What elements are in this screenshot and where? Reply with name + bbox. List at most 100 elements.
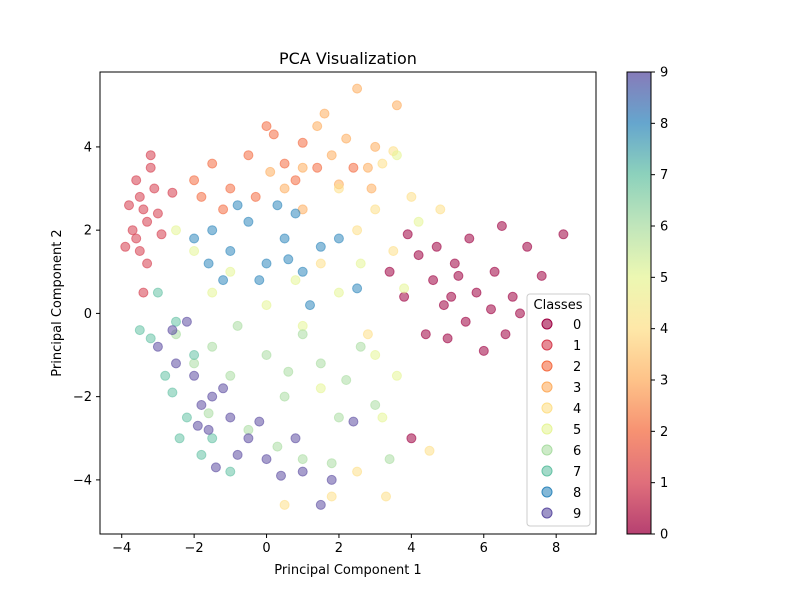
point-class-4 <box>352 225 363 236</box>
y-tick-label: 4 <box>84 140 92 155</box>
point-class-6 <box>279 391 290 402</box>
point-class-4 <box>435 204 446 215</box>
point-class-9 <box>290 433 301 444</box>
point-class-8 <box>232 200 243 211</box>
legend-label-6: 6 <box>573 444 581 459</box>
plot-frame <box>99 71 597 535</box>
y-tick-label: −2 <box>73 390 92 405</box>
x-tick-label: 0 <box>262 541 270 556</box>
point-class-0 <box>442 333 453 344</box>
point-class-2 <box>268 129 279 140</box>
point-class-7 <box>160 370 171 381</box>
legend-marker-9 <box>541 507 553 519</box>
point-class-2 <box>348 162 359 173</box>
point-class-6 <box>341 375 352 385</box>
point-class-5 <box>290 275 301 286</box>
legend-marker-2 <box>541 360 553 372</box>
point-class-9 <box>348 416 359 427</box>
point-class-6 <box>355 341 366 352</box>
point-class-7 <box>171 316 181 327</box>
point-class-8 <box>218 275 229 286</box>
point-class-0 <box>558 229 569 240</box>
point-class-0 <box>489 266 500 277</box>
point-class-0 <box>536 270 547 281</box>
point-class-9 <box>232 449 243 460</box>
point-class-8 <box>203 258 214 269</box>
point-class-6 <box>370 400 381 410</box>
point-class-0 <box>507 291 518 302</box>
legend-label-4: 4 <box>573 402 581 417</box>
legend-label-1: 1 <box>573 339 581 354</box>
point-class-3 <box>362 162 373 173</box>
x-tick-label: −4 <box>112 541 131 556</box>
point-class-1 <box>127 225 138 236</box>
point-class-4 <box>362 329 373 340</box>
point-class-4 <box>388 246 399 256</box>
point-class-5 <box>297 320 308 331</box>
point-class-6 <box>326 458 337 469</box>
point-class-4 <box>406 191 417 202</box>
point-class-6 <box>283 366 294 377</box>
scatter-points <box>120 83 569 510</box>
point-class-9 <box>171 358 181 369</box>
legend-marker-6 <box>541 444 553 456</box>
point-class-9 <box>196 400 207 410</box>
point-class-9 <box>315 499 326 510</box>
point-class-1 <box>134 246 145 256</box>
point-class-5 <box>207 287 218 298</box>
point-class-0 <box>500 329 511 340</box>
point-class-2 <box>290 175 301 186</box>
point-class-3 <box>297 162 308 173</box>
point-class-9 <box>203 424 214 435</box>
point-class-0 <box>399 291 410 302</box>
legend-marker-3 <box>541 381 553 393</box>
legend-marker-4 <box>541 402 553 414</box>
point-class-5 <box>189 246 200 256</box>
colorbar-tick-label: 2 <box>660 425 668 440</box>
point-class-8 <box>189 233 200 244</box>
point-class-3 <box>312 121 323 132</box>
point-class-4 <box>333 183 344 194</box>
legend-label-7: 7 <box>573 465 581 480</box>
point-class-3 <box>370 141 381 152</box>
x-tick-label: 6 <box>480 541 488 556</box>
point-class-0 <box>449 258 460 269</box>
point-class-8 <box>243 216 254 227</box>
legend-title: Classes <box>534 298 583 313</box>
legend-label-8: 8 <box>573 486 581 501</box>
point-class-1 <box>149 183 160 194</box>
x-tick-label: 2 <box>335 541 343 556</box>
legend-label-0: 0 <box>573 318 581 333</box>
colorbar-tick-label: 4 <box>660 322 668 337</box>
colorbar: 0 1 2 3 4 5 6 7 8 9 <box>626 66 668 543</box>
point-class-8 <box>225 246 236 256</box>
y-tick-label: −4 <box>73 473 92 488</box>
point-class-3 <box>265 166 276 177</box>
x-axis-ticks: −4 −2 0 2 4 6 8 <box>112 534 560 556</box>
point-class-6 <box>333 412 344 423</box>
legend: Classes 0 1 2 3 4 5 6 7 8 9 <box>526 293 591 527</box>
legend-marker-5 <box>541 423 553 435</box>
x-tick-label: −2 <box>185 541 204 556</box>
point-class-0 <box>453 270 464 281</box>
point-class-2 <box>312 162 323 173</box>
point-class-8 <box>261 258 272 269</box>
legend-marker-0 <box>541 318 553 330</box>
legend-label-5: 5 <box>573 423 581 438</box>
point-class-0 <box>460 316 471 327</box>
point-class-7 <box>225 466 236 477</box>
colorbar-tick-label: 9 <box>660 66 668 81</box>
point-class-0 <box>438 300 449 311</box>
colorbar-tick-label: 5 <box>660 271 668 286</box>
legend-marker-1 <box>541 339 553 351</box>
x-tick-label: 8 <box>552 541 560 556</box>
x-axis-title: Principal Component 1 <box>274 563 421 578</box>
point-class-1 <box>131 233 142 244</box>
point-class-4 <box>381 491 391 502</box>
point-class-5 <box>225 266 236 277</box>
point-class-4 <box>370 204 381 215</box>
point-class-6 <box>384 454 395 465</box>
point-class-3 <box>326 150 337 161</box>
point-class-1 <box>124 200 134 211</box>
colorbar-tick-label: 0 <box>660 528 668 543</box>
